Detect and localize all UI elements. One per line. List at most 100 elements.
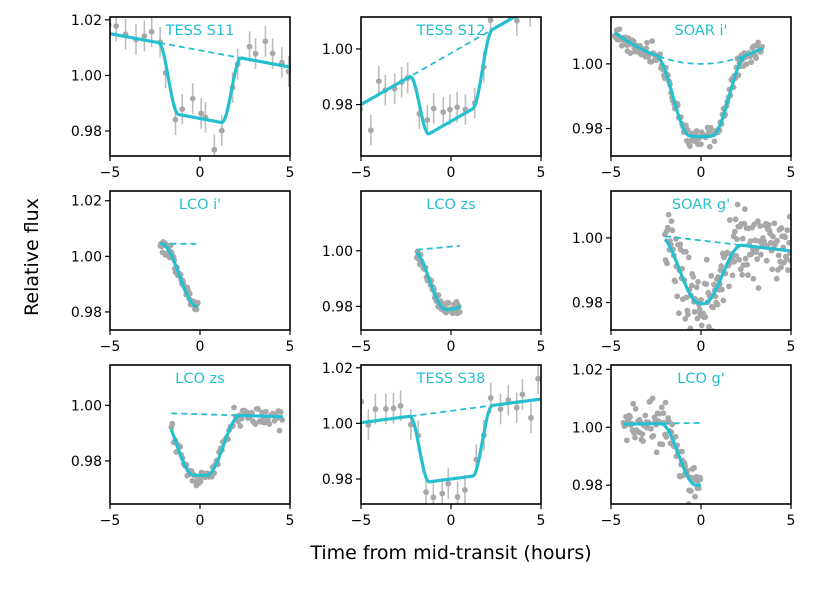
data-point [653, 449, 660, 456]
x-tick-label: 0 [196, 165, 205, 181]
transit-model-line [613, 31, 764, 139]
data-point [375, 78, 382, 85]
data-point [648, 425, 654, 432]
data-point [677, 241, 684, 248]
x-tick-label: 0 [447, 165, 456, 181]
data-point [729, 272, 736, 279]
x-tick-label: −5 [100, 513, 121, 529]
data-point [430, 494, 437, 501]
data-point [690, 273, 697, 280]
y-tick-label: 1.02 [71, 13, 102, 29]
data-point [747, 238, 754, 245]
data-point [753, 55, 760, 62]
data-point [726, 217, 733, 223]
data-point [714, 301, 721, 308]
data-point [519, 391, 526, 398]
y-tick-label: 1.02 [572, 362, 603, 378]
plot-area [168, 404, 286, 489]
data-point [710, 304, 716, 311]
plot-area [661, 201, 791, 330]
data-point [649, 38, 656, 44]
data-point [644, 39, 650, 46]
y-tick-label: 1.02 [322, 361, 353, 377]
x-tick-label: −5 [351, 339, 372, 355]
transit-model-line [158, 242, 200, 308]
data-point [246, 43, 253, 50]
data-point [642, 412, 649, 419]
data-point [616, 26, 623, 33]
data-point [707, 124, 714, 131]
data-point [731, 258, 738, 265]
x-tick-label: 0 [697, 339, 706, 355]
plot-area [157, 238, 201, 313]
y-tick-label: 0.98 [322, 98, 353, 114]
transit-model-line [622, 421, 703, 487]
data-point [698, 297, 704, 303]
data-point [732, 216, 739, 223]
data-point [683, 294, 690, 301]
panel-9: −5 0 5 0.98 1.00 1.02 LCO g' [572, 362, 796, 529]
x-tick-label: 0 [196, 339, 205, 355]
transit-model-line [361, 17, 518, 136]
data-point [534, 0, 540, 4]
x-tick-label: 5 [537, 339, 546, 355]
data-point [424, 117, 431, 123]
data-point [630, 400, 637, 407]
data-point [439, 490, 446, 497]
data-point [237, 423, 244, 429]
data-point [691, 464, 698, 471]
data-point [775, 252, 782, 259]
data-point [694, 315, 701, 322]
data-point [668, 218, 675, 225]
data-point [454, 104, 461, 111]
data-point [695, 278, 701, 285]
data-point [733, 236, 740, 243]
data-point [658, 404, 665, 411]
data-point [664, 224, 671, 231]
data-point [771, 220, 778, 227]
panel-1: −5 0 5 0.98 1.00 1.02 TESS S11 [71, 13, 295, 181]
data-point [693, 284, 700, 291]
data-point [627, 50, 634, 57]
transit-model-line [110, 32, 290, 125]
x-tick-label: 5 [787, 339, 796, 355]
data-point [197, 478, 204, 485]
data-point [361, 106, 363, 112]
x-tick-label: −5 [601, 165, 622, 181]
y-tick-label: 1.00 [572, 420, 603, 436]
data-point [702, 314, 709, 320]
data-point [669, 421, 676, 428]
data-point [698, 322, 705, 329]
data-point [720, 297, 727, 304]
data-point [742, 206, 748, 213]
data-point [739, 235, 746, 242]
data-point [462, 487, 468, 493]
panel-2: −5 0 5 0.98 1.00 TESS S12 [322, 0, 545, 181]
data-point [705, 323, 712, 330]
panel-title: TESS S38 [416, 371, 486, 387]
data-point [739, 271, 746, 278]
data-point [675, 310, 682, 317]
data-point [487, 17, 494, 23]
data-point [697, 476, 704, 483]
data-point [528, 414, 534, 421]
data-point [277, 409, 284, 415]
data-point [172, 116, 179, 123]
data-point [285, 68, 290, 75]
data-point [662, 399, 669, 406]
x-tick-label: 5 [286, 513, 295, 529]
data-point [211, 146, 218, 153]
y-tick-label: 1.00 [572, 231, 603, 247]
data-point [497, 406, 504, 412]
x-tick-label: 5 [537, 513, 546, 529]
data-point [778, 264, 784, 271]
data-point [693, 128, 700, 134]
data-point [685, 311, 691, 318]
plot-area [413, 244, 463, 317]
data-point [255, 406, 261, 412]
x-tick-label: 5 [787, 165, 796, 181]
y-tick-label: 0.98 [572, 122, 603, 138]
x-tick-label: −5 [601, 513, 622, 529]
data-point [527, 9, 533, 15]
